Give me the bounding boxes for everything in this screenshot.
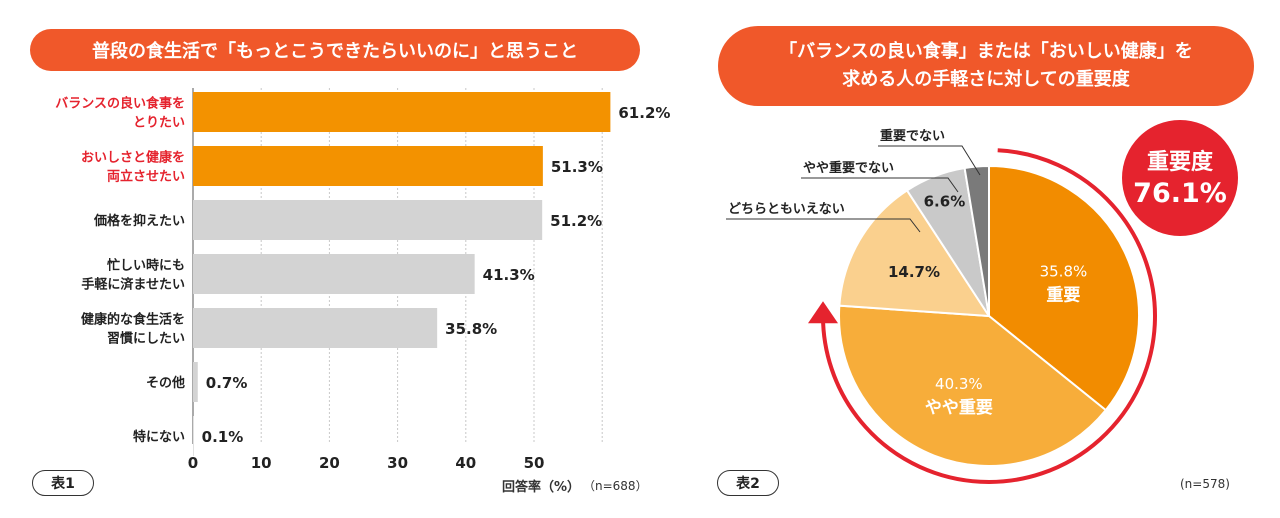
category-label: 忙しい時にも手軽に済ませたい [81, 258, 185, 293]
leader-line [878, 145, 981, 176]
importance-arrow [821, 148, 1157, 484]
bar-sample-size: （n=688） [583, 479, 648, 493]
pie-chart-title-line-1: 「バランスの良い食事」または「おいしい健康」を [779, 41, 1193, 62]
bar [193, 362, 198, 402]
slice-category-label: やや重要 [925, 397, 993, 418]
x-tick-label: 0 [188, 454, 198, 472]
category-label: おいしさと健康を両立させたい [81, 150, 185, 185]
bar-value-label: 0.1% [202, 428, 244, 446]
bar-chart-title: 普段の食生活で「もっとこうできたらいいのに」と思うこと [30, 29, 640, 71]
bar-value-label: 51.3% [551, 158, 603, 176]
bar-chart: 0 10 20 30 40 50 61.2% バランスの良い食事をとりたい 51.3% おいしさと… [55, 88, 670, 472]
slice-value-label: 35.8% [1040, 262, 1088, 280]
pie-slice [838, 188, 991, 318]
pie-chart: 35.8% 重要 40.3% やや重要 14.7% 6.6% どちらともいえない やや重要でな… [726, 120, 1238, 484]
category-label: 価格を抑えたい [93, 213, 185, 229]
category-label: 健康的な食生活を習慣にしたい [81, 312, 185, 347]
bar-value-label: 51.2% [550, 212, 602, 230]
pie-slice [988, 164, 1140, 412]
pie-sample-size: (n=578) [1180, 477, 1230, 491]
category-label: バランスの良い食事をとりたい [55, 96, 185, 131]
slice-category-label: やや重要でない [803, 160, 894, 176]
bar [193, 92, 611, 132]
bar [193, 308, 438, 348]
category-label: その他 [146, 375, 185, 391]
bar [193, 254, 475, 294]
x-tick-label: 10 [251, 454, 272, 472]
importance-callout-circle [1122, 120, 1238, 236]
bar [193, 416, 194, 456]
table-tag-2: 表2 [717, 470, 779, 496]
category-label: 特にない [133, 429, 185, 445]
x-tick-label: 50 [524, 454, 545, 472]
slice-category-label: 重要 [1046, 284, 1080, 305]
pie-chart-title-line-2: 求める人の手軽さに対しての重要度 [842, 69, 1130, 90]
table-tag-1: 表1 [32, 470, 94, 496]
slice-category-label: どちらともいえない [728, 202, 845, 217]
leader-line [801, 177, 959, 193]
x-tick-label: 40 [455, 454, 476, 472]
x-tick-label: 30 [387, 454, 408, 472]
bar-value-label: 0.7% [206, 374, 248, 392]
slice-value-label: 40.3% [935, 375, 983, 393]
importance-arrow-head [808, 301, 839, 324]
pie-slice [963, 164, 990, 317]
bar [193, 200, 543, 240]
slice-value-label: 14.7% [888, 263, 940, 281]
leader-line [726, 218, 921, 233]
slice-category-label: 重要でない [880, 128, 945, 144]
pie-slice [838, 304, 1108, 467]
slice-value-label: 6.6% [924, 192, 966, 210]
pie-chart-title: 「バランスの良い食事」または「おいしい健康」を 求める人の手軽さに対しての重要度 [718, 26, 1254, 106]
importance-callout-value: 76.1% [1133, 178, 1227, 209]
bar-value-label: 61.2% [618, 104, 670, 122]
x-tick-label: 20 [319, 454, 340, 472]
x-axis-label: 回答率（%） [502, 480, 581, 495]
bar [193, 146, 543, 186]
importance-callout-label: 重要度 [1147, 149, 1214, 175]
bar-value-label: 35.8% [445, 320, 497, 338]
bar-value-label: 41.3% [483, 266, 535, 284]
